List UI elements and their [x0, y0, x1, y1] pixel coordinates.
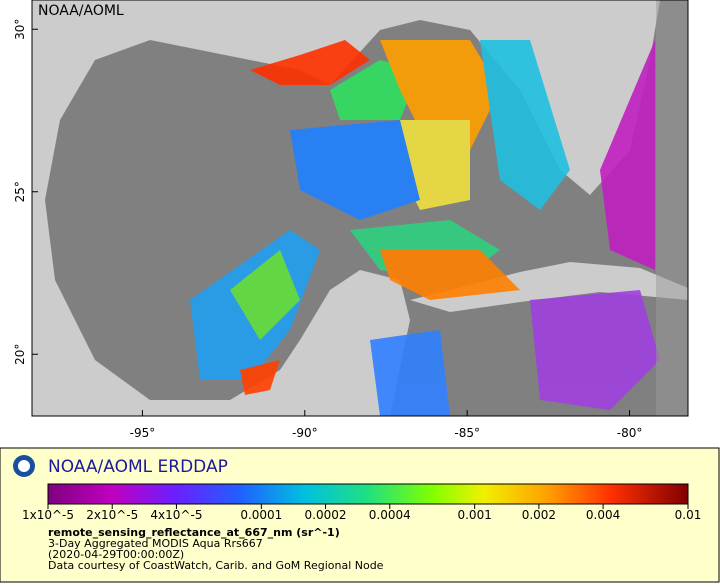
y-tick-label: 20° [13, 344, 27, 365]
colorbar-tick-label: 0.0001 [240, 508, 282, 522]
watermark: NOAA/AOML [38, 3, 124, 19]
legend-line: Data courtesy of CoastWatch, Carib. and … [48, 559, 384, 572]
map-frame [31, 0, 689, 417]
colorbar-tick-label: 0.0002 [305, 508, 347, 522]
colorbar-tick-label: 0.01 [675, 508, 702, 522]
legend-line: (2020-04-29T00:00:00Z) [48, 548, 184, 561]
legend-line: 3-Day Aggregated MODIS Aqua Rrs667 [48, 537, 263, 550]
colorbar-tick-label: 2x10^-5 [86, 508, 138, 522]
x-tick-label: -90° [292, 426, 318, 440]
map-area [32, 0, 688, 416]
x-tick-label: -80° [617, 426, 643, 440]
legend-title: NOAA/AOML ERDDAP [48, 457, 228, 477]
y-tick-label: 30° [13, 19, 27, 40]
noaa-logo-inner [18, 460, 30, 472]
colorbar-ticks: 1x10^-5 2x10^-5 4x10^-5 0.0001 0.0002 0.0004 0… [22, 504, 701, 522]
variable-name: remote_sensing_reflectance_at_667_nm (sr… [48, 526, 340, 539]
colorbar [47, 483, 689, 505]
y-tick-label: 25° [13, 181, 27, 202]
x-tick-label: -85° [454, 426, 480, 440]
colorbar-tick-label: 0.002 [522, 508, 556, 522]
data-swaths [190, 40, 660, 416]
colorbar-tick-label: 0.004 [586, 508, 620, 522]
colorbar-tick-label: 4x10^-5 [150, 508, 202, 522]
legend-lines: 3-Day Aggregated MODIS Aqua Rrs667(2020-… [48, 537, 384, 572]
axes: -95° -90° -85° -80° 20° 25° 30° [13, 19, 642, 440]
colorbar-tick-label: 0.001 [457, 508, 491, 522]
legend-box [0, 447, 720, 583]
colorbar-tick-label: 0.0004 [369, 508, 411, 522]
colorbar-tick-label: 1x10^-5 [22, 508, 74, 522]
x-tick-label: -95° [130, 426, 156, 440]
cuba [410, 262, 688, 312]
data-strip [656, 0, 688, 416]
